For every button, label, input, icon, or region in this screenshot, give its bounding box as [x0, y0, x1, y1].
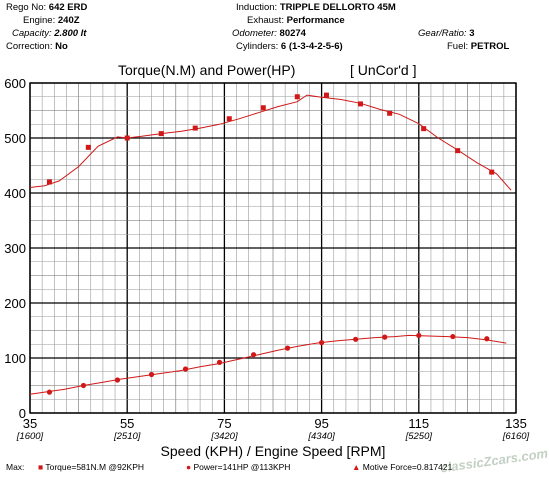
fuel-value: PETROL — [470, 41, 510, 52]
y-tick-label: 200 — [4, 296, 26, 311]
plot-border — [29, 82, 517, 414]
header-capacity: Capacity: 2.800 lt — [12, 28, 86, 40]
y-tick-label: 100 — [4, 351, 26, 366]
header-odometer: Odometer: 80274 — [232, 28, 306, 40]
plot-title-note: [ UnCor'd ] — [350, 62, 417, 78]
x-rpm-label: [1600] — [16, 431, 44, 442]
plot-title-row: Torque(N.M) and Power(HP) [ UnCor'd ] — [0, 62, 549, 80]
tick-labels: 0 100 200 300 400 500 600 35[1600] 55[2510] 75[34… — [4, 76, 529, 442]
capacity-label: Capacity: — [12, 28, 52, 39]
cylinders-value: 6 (1-3-4-2-5-6) — [280, 41, 343, 52]
header-rego: Rego No: 642 ERD — [6, 2, 87, 14]
power-marker — [46, 389, 53, 395]
power-marker — [250, 352, 257, 358]
power-marker — [148, 371, 155, 378]
x-rpm-label: [6160] — [502, 431, 530, 442]
torque-series-line — [29, 94, 512, 191]
torque-marker — [294, 94, 300, 100]
torque-marker — [260, 105, 266, 111]
power-marker — [284, 345, 291, 351]
header-gear: Gear/Ratio: 3 — [418, 28, 475, 40]
rego-value: 642 ERD — [48, 2, 88, 13]
x-rpm-label: [2510] — [113, 431, 141, 442]
gear-label: Gear/Ratio: — [418, 28, 467, 39]
power-marker — [80, 382, 87, 389]
y-tick-label: 500 — [4, 131, 26, 146]
plot-frame — [29, 82, 517, 414]
induction-label: Induction: — [236, 2, 278, 13]
torque-marker — [192, 125, 198, 131]
exhaust-label: Exhaust: — [247, 15, 284, 26]
gear-value: 3 — [469, 28, 475, 39]
torque-marker — [85, 144, 91, 150]
engine-label: Engine: — [23, 15, 56, 26]
x-rpm-label: [5250] — [405, 431, 433, 442]
x-tick-label: 35 — [23, 416, 37, 431]
footer-power: ● Power=141HP @113KPH — [186, 462, 290, 472]
power-series-line — [29, 334, 507, 395]
footer-torque-text: Torque=581N.M @92KPH — [45, 462, 144, 472]
header-fuel: Fuel: PETROL — [447, 41, 509, 53]
power-marker — [182, 366, 189, 372]
rego-label: Rego No: — [6, 2, 47, 13]
footer-power-text: Power=141HP @113KPH — [193, 462, 291, 472]
torque-marker — [387, 110, 393, 116]
engine-value: 240Z — [57, 15, 80, 26]
y-tick-label: 600 — [4, 76, 26, 91]
torque-marker — [158, 131, 164, 137]
series-layer — [29, 92, 512, 395]
triangle-icon: ▲ — [352, 462, 361, 472]
correction-label: Correction: — [6, 41, 53, 52]
x-rpm-label: [3420] — [210, 431, 238, 442]
y-tick-label: 300 — [4, 241, 26, 256]
y-tick-label: 400 — [4, 186, 26, 201]
footer-motive-text: Motive Force=0.817421 — [362, 462, 453, 472]
x-tick-label: 135 — [505, 416, 527, 431]
power-marker — [484, 336, 490, 342]
header-exhaust: Exhaust: Performance — [247, 15, 345, 27]
induction-value: TRIPPLE DELLORTO 45M — [279, 2, 396, 13]
cylinders-label: Cylinders: — [236, 41, 279, 52]
torque-marker — [226, 116, 232, 122]
footer-torque: ■ Torque=581N.M @92KPH — [38, 462, 144, 472]
power-marker — [382, 334, 388, 340]
torque-marker — [46, 179, 52, 185]
power-marker — [353, 336, 359, 342]
power-marker — [450, 333, 456, 340]
x-tick-label: 115 — [408, 416, 429, 431]
header-correction: Correction: No — [6, 41, 68, 53]
x-rpm-label: [4340] — [307, 431, 335, 442]
x-tick-label: 75 — [217, 416, 231, 431]
power-marker — [216, 359, 223, 365]
fuel-label: Fuel: — [447, 41, 469, 52]
torque-marker — [323, 92, 329, 98]
torque-marker — [489, 169, 495, 175]
circle-icon: ● — [186, 462, 192, 472]
header-induction: Induction: TRIPPLE DELLORTO 45M — [236, 2, 396, 14]
square-icon: ■ — [38, 462, 44, 472]
grid-lines — [29, 82, 517, 414]
torque-marker — [357, 101, 363, 107]
torque-marker — [124, 135, 130, 141]
footer-max-label: Max: — [6, 462, 25, 472]
capacity-value: 2.800 lt — [54, 28, 87, 39]
x-axis-label: Speed (KPH) / Engine Speed [RPM] — [161, 443, 386, 459]
plot-title: Torque(N.M) and Power(HP) — [118, 62, 296, 78]
header-engine: Engine: 240Z — [23, 15, 80, 27]
power-marker — [319, 340, 325, 346]
torque-marker — [455, 148, 461, 154]
x-tick-label: 55 — [120, 416, 134, 431]
odometer-value: 80274 — [279, 28, 306, 39]
correction-value: No — [55, 41, 68, 52]
power-marker — [114, 377, 121, 383]
header-cylinders: Cylinders: 6 (1-3-4-2-5-6) — [236, 41, 343, 53]
footer-motive: ▲ Motive Force=0.817421 — [352, 462, 452, 472]
exhaust-value: Performance — [286, 15, 345, 26]
odometer-label: Odometer: — [232, 28, 277, 39]
y-tick-label: 0 — [19, 406, 26, 421]
power-marker — [416, 332, 422, 339]
torque-marker — [421, 126, 427, 132]
x-tick-label: 95 — [314, 416, 328, 431]
